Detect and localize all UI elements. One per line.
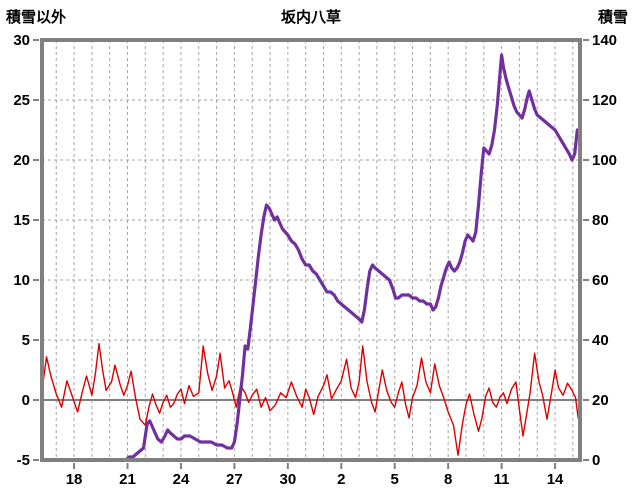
plot-frame — [40, 38, 582, 462]
left-tick-label: 15 — [13, 212, 30, 229]
bottom-tick-label: 30 — [279, 471, 296, 488]
right-tick-label: 100 — [592, 152, 617, 169]
series-line-red — [42, 342, 579, 456]
bottom-tick-label: 18 — [66, 471, 83, 488]
left-tick-label: -5 — [17, 452, 30, 469]
left-tick-label: 0 — [22, 392, 30, 409]
chart-title: 坂内八草 — [280, 9, 342, 26]
right-axis-title: 積雪 — [597, 9, 628, 26]
right-tick-label: 0 — [592, 452, 600, 469]
bottom-tick-label: 8 — [444, 471, 452, 488]
bottom-tick-label: 5 — [391, 471, 399, 488]
right-tick-label: 40 — [592, 332, 609, 349]
bottom-tick-label: 2 — [337, 471, 345, 488]
left-axis-title: 積雪以外 — [6, 9, 67, 26]
bottom-tick-label: 21 — [119, 471, 136, 488]
series-line-purple — [42, 53, 579, 460]
right-tick-label: 140 — [592, 32, 617, 49]
left-tick-label: 25 — [13, 92, 30, 109]
bottom-tick-label: 27 — [226, 471, 243, 488]
left-tick-label: 5 — [22, 332, 30, 349]
right-tick-label: 60 — [592, 272, 609, 289]
bottom-tick-label: 14 — [547, 471, 564, 488]
bottom-tick-label: 24 — [173, 471, 190, 488]
gridlines — [42, 40, 580, 460]
right-tick-label: 80 — [592, 212, 609, 229]
right-tick-label: 120 — [592, 92, 617, 109]
right-tick-label: 20 — [592, 392, 609, 409]
left-tick-label: 20 — [13, 152, 30, 169]
left-tick-label: 10 — [13, 272, 30, 289]
series-lines — [42, 53, 579, 460]
bottom-tick-label: 11 — [494, 471, 510, 488]
left-tick-label: 30 — [13, 32, 30, 49]
